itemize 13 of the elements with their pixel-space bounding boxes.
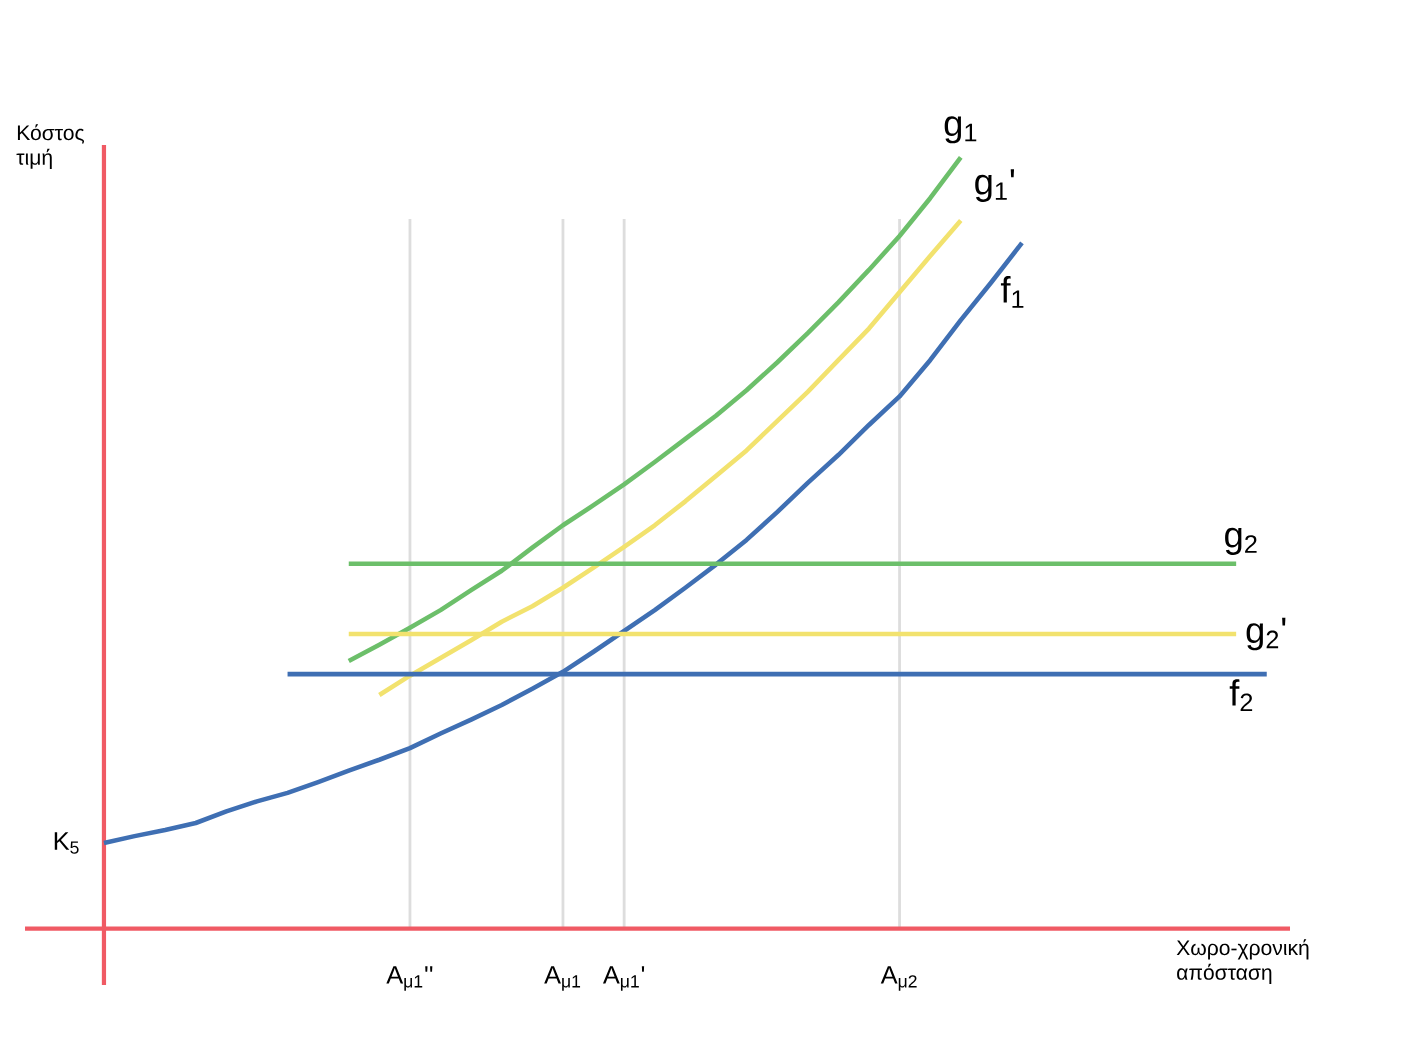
x-tick-label: A$_{μ1}$' (602, 966, 645, 991)
series-label: g$_{1}$' (975, 169, 1015, 202)
x-tick-label: A$_{μ1}$'' (386, 966, 433, 991)
series-label: g$_{1}$ (944, 116, 977, 144)
series-label: g$_{2}$' (1246, 617, 1286, 651)
x-tick-label: A$_{μ1}$ (544, 966, 581, 991)
text: K$_{5}$ (54, 832, 79, 854)
series-label: f$_{2}$ (1229, 679, 1253, 712)
x-axis-title: Χωρο-χρονική απόσταση (1176, 939, 1309, 985)
series-label: f$_{1}$ (1000, 276, 1024, 308)
y-axis-title: Κόστος τιμή (16, 124, 85, 170)
series-label: g$_{2}$ (1225, 527, 1257, 555)
x-tick-label: A$_{μ2}$ (880, 966, 917, 991)
